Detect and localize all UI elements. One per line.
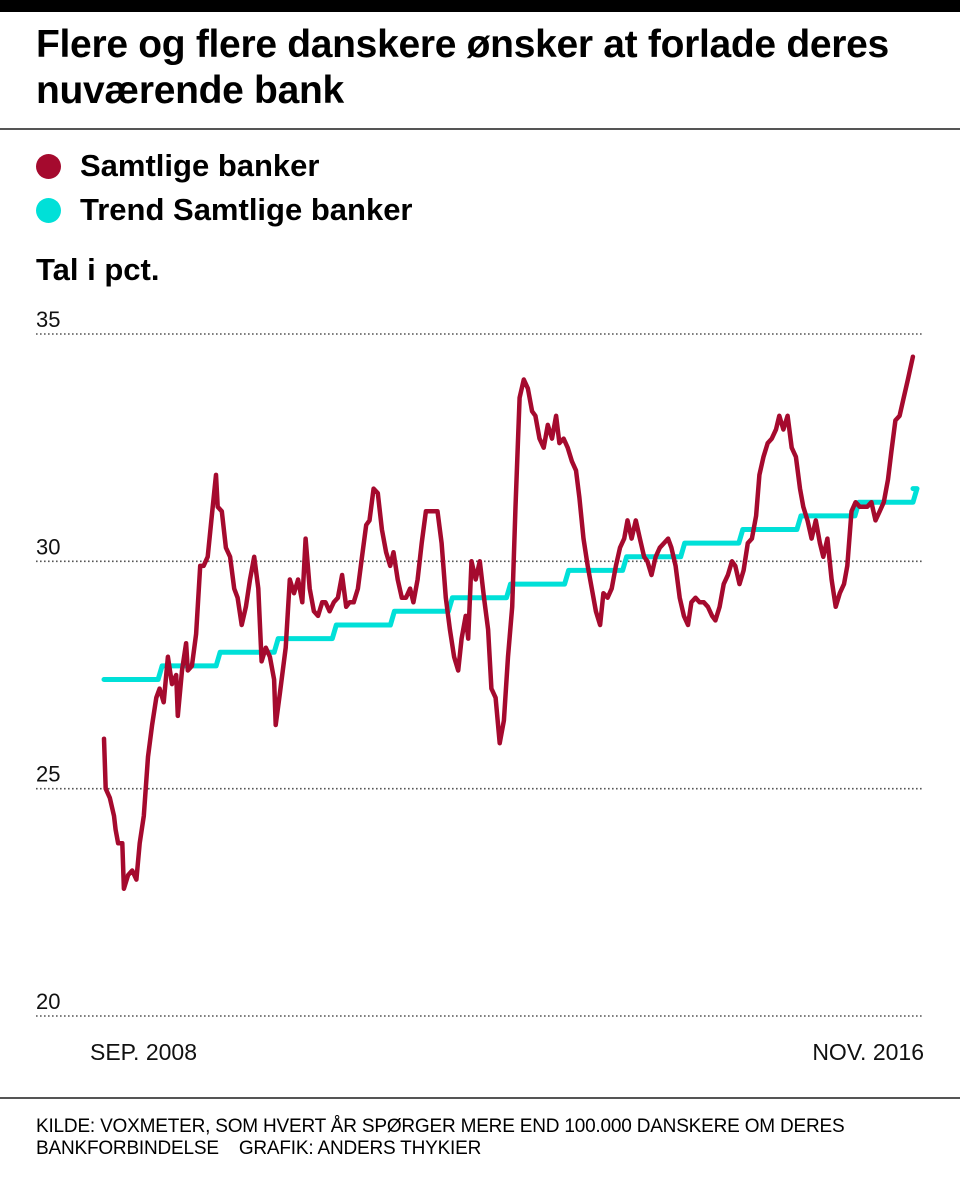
footer-divider <box>0 1097 960 1099</box>
chart-title: Flere og flere danskere ønsker at forlad… <box>36 23 889 112</box>
top-bar <box>0 0 960 12</box>
legend-item-trend: Trend Samtlige banker <box>36 188 413 232</box>
y-tick-label: 25 <box>36 762 60 787</box>
source-note: KILDE: VOXMETER, SOM HVERT ÅR SPØRGER ME… <box>36 1116 936 1160</box>
legend-label: Samtlige banker <box>80 148 320 183</box>
y-tick-label: 35 <box>36 307 60 332</box>
line-chart: 35 30 25 20 SEP. 2008 NOV. 2016 <box>36 307 924 1065</box>
legend-label: Trend Samtlige banker <box>80 192 413 227</box>
legend-dot-icon <box>36 197 61 223</box>
header-divider <box>0 128 960 130</box>
source-text: KILDE: VOXMETER, SOM HVERT ÅR SPØRGER ME… <box>36 1116 845 1159</box>
series-line-samtlige-banker <box>101 354 916 891</box>
credit-text: GRAFIK: ANDERS THYKIER <box>238 1138 482 1159</box>
y-unit-label: Tal i pct. <box>36 252 160 287</box>
legend-dot-icon <box>36 153 61 179</box>
x-tick-label: NOV. 2016 <box>812 1039 924 1065</box>
legend: Samtlige banker Trend Samtlige banker <box>36 144 413 232</box>
x-tick-label: SEP. 2008 <box>90 1039 197 1065</box>
y-tick-label: 30 <box>36 534 60 559</box>
y-tick-label: 20 <box>36 989 60 1014</box>
legend-item-samtlige: Samtlige banker <box>36 144 413 188</box>
